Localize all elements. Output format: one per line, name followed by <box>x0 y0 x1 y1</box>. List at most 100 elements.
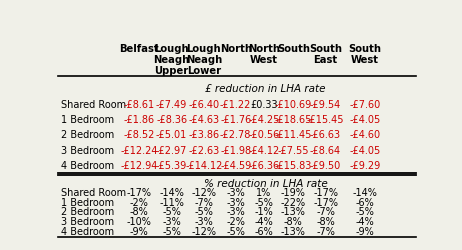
Text: £0.33: £0.33 <box>250 99 278 109</box>
Text: -£8.52: -£8.52 <box>124 130 155 140</box>
Text: -£6.63: -£6.63 <box>310 130 341 140</box>
Text: -14%: -14% <box>353 187 377 197</box>
Text: -17%: -17% <box>313 187 338 197</box>
Text: -7%: -7% <box>195 197 213 207</box>
Text: -£1.22: -£1.22 <box>220 99 251 109</box>
Text: -19%: -19% <box>281 187 306 197</box>
Text: -£8.61: -£8.61 <box>124 99 155 109</box>
Text: -£3.86: -£3.86 <box>188 130 219 140</box>
Text: -£5.39: -£5.39 <box>156 161 187 171</box>
Text: -£2.63: -£2.63 <box>188 145 219 155</box>
Text: -8%: -8% <box>284 216 303 226</box>
Text: -£12.94: -£12.94 <box>121 161 158 171</box>
Text: -4%: -4% <box>255 216 274 226</box>
Text: Lough
Neagh
Upper: Lough Neagh Upper <box>153 44 190 76</box>
Text: -£18.65: -£18.65 <box>275 114 312 124</box>
Text: 4 Bedroom: 4 Bedroom <box>61 161 114 171</box>
Text: -5%: -5% <box>255 197 274 207</box>
Text: -£7.60: -£7.60 <box>349 99 381 109</box>
Text: -£10.69: -£10.69 <box>275 99 312 109</box>
Text: -£4.63: -£4.63 <box>188 114 219 124</box>
Text: -2%: -2% <box>226 216 245 226</box>
Text: £ reduction in LHA rate: £ reduction in LHA rate <box>205 84 326 94</box>
Text: -9%: -9% <box>130 226 149 235</box>
Text: -17%: -17% <box>127 187 152 197</box>
Text: -4%: -4% <box>356 216 374 226</box>
Text: -£5.01: -£5.01 <box>156 130 187 140</box>
Text: -9%: -9% <box>356 226 374 235</box>
Text: -13%: -13% <box>281 226 306 235</box>
Text: -£1.86: -£1.86 <box>124 114 155 124</box>
Text: -10%: -10% <box>127 216 152 226</box>
Text: -13%: -13% <box>281 206 306 216</box>
Text: -3%: -3% <box>226 206 245 216</box>
Text: -£4.60: -£4.60 <box>349 130 381 140</box>
Text: -£1.98: -£1.98 <box>220 145 251 155</box>
Text: -£12.24: -£12.24 <box>121 145 158 155</box>
Text: Belfast: Belfast <box>120 44 159 54</box>
Text: -12%: -12% <box>191 187 216 197</box>
Text: -3%: -3% <box>162 216 181 226</box>
Text: 1%: 1% <box>256 187 272 197</box>
Text: -8%: -8% <box>130 206 149 216</box>
Text: 3 Bedroom: 3 Bedroom <box>61 145 114 155</box>
Text: % reduction in LHA rate: % reduction in LHA rate <box>204 178 327 188</box>
Text: -17%: -17% <box>313 197 338 207</box>
Text: 3 Bedroom: 3 Bedroom <box>61 216 114 226</box>
Text: -£7.49: -£7.49 <box>156 99 187 109</box>
Text: Lough
Neagh
Lower: Lough Neagh Lower <box>186 44 222 76</box>
Text: -£11.45: -£11.45 <box>275 130 312 140</box>
Text: -£14.12: -£14.12 <box>185 161 223 171</box>
Text: -£4.05: -£4.05 <box>349 114 381 124</box>
Text: -5%: -5% <box>226 226 245 235</box>
Text: -£4.12: -£4.12 <box>249 145 280 155</box>
Text: -8%: -8% <box>316 216 335 226</box>
Text: -5%: -5% <box>356 206 374 216</box>
Text: -3%: -3% <box>195 216 213 226</box>
Text: -1%: -1% <box>255 206 274 216</box>
Text: -11%: -11% <box>159 197 184 207</box>
Text: -5%: -5% <box>162 206 181 216</box>
Text: -12%: -12% <box>191 226 216 235</box>
Text: -£2.78: -£2.78 <box>220 130 251 140</box>
Text: -£1.76: -£1.76 <box>220 114 251 124</box>
Text: -£6.36: -£6.36 <box>249 161 280 171</box>
Text: -6%: -6% <box>356 197 374 207</box>
Text: 2 Bedroom: 2 Bedroom <box>61 130 114 140</box>
Text: -£4.59: -£4.59 <box>220 161 251 171</box>
Text: -5%: -5% <box>162 226 181 235</box>
Text: -£7.55: -£7.55 <box>278 145 309 155</box>
Text: -3%: -3% <box>226 187 245 197</box>
Text: -£4.25: -£4.25 <box>248 114 280 124</box>
Text: -14%: -14% <box>159 187 184 197</box>
Text: 2 Bedroom: 2 Bedroom <box>61 206 114 216</box>
Text: -£15.45: -£15.45 <box>307 114 344 124</box>
Text: Shared Room: Shared Room <box>61 99 126 109</box>
Text: -22%: -22% <box>281 197 306 207</box>
Text: -£0.56: -£0.56 <box>249 130 280 140</box>
Text: 4 Bedroom: 4 Bedroom <box>61 226 114 235</box>
Text: -£8.64: -£8.64 <box>310 145 341 155</box>
Text: -£15.83: -£15.83 <box>275 161 312 171</box>
Text: South: South <box>277 44 310 54</box>
Text: -3%: -3% <box>226 197 245 207</box>
Text: -£6.40: -£6.40 <box>188 99 219 109</box>
Text: -£4.05: -£4.05 <box>349 145 381 155</box>
Text: -5%: -5% <box>195 206 213 216</box>
Text: -£9.54: -£9.54 <box>310 99 341 109</box>
Text: -7%: -7% <box>316 226 335 235</box>
Text: -£8.36: -£8.36 <box>156 114 187 124</box>
Text: 1 Bedroom: 1 Bedroom <box>61 197 114 207</box>
Text: South
East: South East <box>309 44 342 64</box>
Text: -£9.29: -£9.29 <box>349 161 381 171</box>
Text: -2%: -2% <box>130 197 149 207</box>
Text: -7%: -7% <box>316 206 335 216</box>
Text: -6%: -6% <box>255 226 274 235</box>
Text: 1 Bedroom: 1 Bedroom <box>61 114 114 124</box>
Text: South
West: South West <box>348 44 382 64</box>
Text: Shared Room: Shared Room <box>61 187 126 197</box>
Text: North
West: North West <box>248 44 280 64</box>
Text: -£9.50: -£9.50 <box>310 161 341 171</box>
Text: North: North <box>220 44 252 54</box>
Text: -£2.97: -£2.97 <box>156 145 187 155</box>
